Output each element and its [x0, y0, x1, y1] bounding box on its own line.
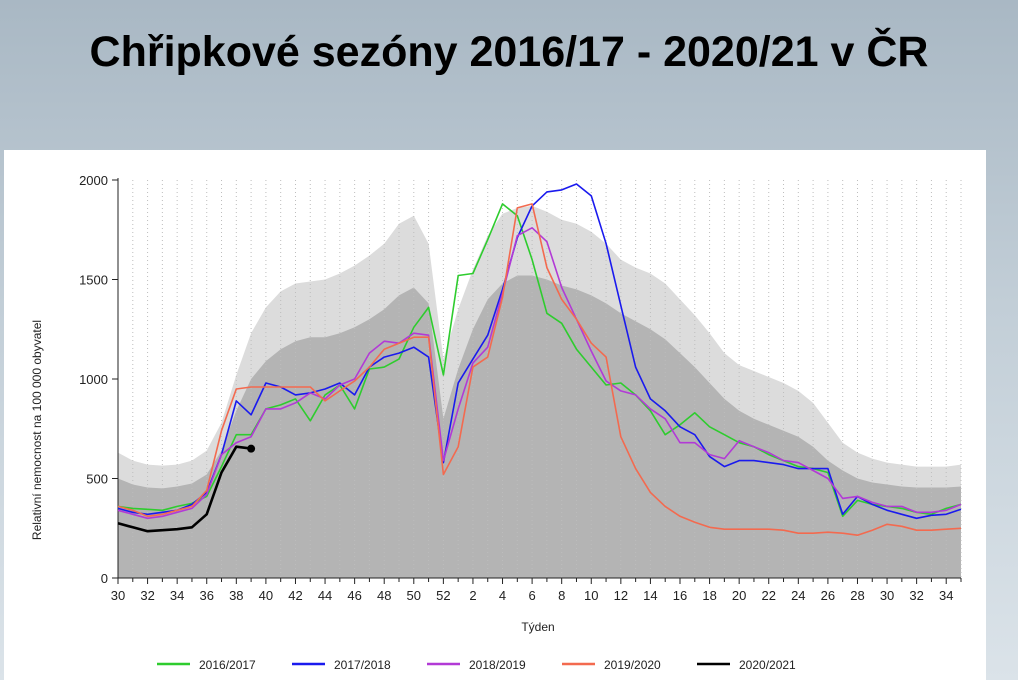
- x-axis: 30 32 34 36 38 40 42 44 46 48 50 52 2 4 6 8 10 12 14 16 18 20…: [111, 577, 962, 603]
- x-tick-label: 14: [643, 588, 657, 603]
- chart-container: 0 500 1000 1500 2000 30 32 34 36 38 40 42 44 46 48 50 5…: [4, 150, 986, 680]
- x-tick-label: 16: [673, 588, 687, 603]
- series-line-2017-2018: [117, 183, 962, 520]
- x-tick-label: 32: [909, 588, 923, 603]
- x-tick-label: 32: [140, 588, 154, 603]
- lower-band-area: [118, 275, 961, 578]
- x-tick-label: 20: [732, 588, 746, 603]
- x-tick-label: 34: [170, 588, 184, 603]
- x-tick-label: 44: [318, 588, 332, 603]
- x-tick-label: 50: [407, 588, 421, 603]
- x-tick-label: 46: [347, 588, 361, 603]
- x-tick-label: 30: [880, 588, 894, 603]
- x-tick-label: 40: [259, 588, 273, 603]
- x-axis-title: Týden: [521, 620, 554, 634]
- x-tick-label: 12: [614, 588, 628, 603]
- x-tick-label: 2: [469, 588, 476, 603]
- legend-label: 2020/2021: [739, 658, 796, 672]
- x-tick-label: 10: [584, 588, 598, 603]
- legend-label: 2017/2018: [334, 658, 391, 672]
- x-tick-label: 48: [377, 588, 391, 603]
- x-tick-label: 18: [702, 588, 716, 603]
- legend-label: 2018/2019: [469, 658, 526, 672]
- series-lines: [117, 183, 962, 537]
- x-tick-label: 22: [762, 588, 776, 603]
- series-line-2020-2021: [117, 445, 252, 533]
- legend-label: 2019/2020: [604, 658, 661, 672]
- historical-bands: [118, 205, 961, 578]
- x-tick-label: 4: [499, 588, 506, 603]
- x-tick-label: 42: [288, 588, 302, 603]
- x-tick-label: 36: [200, 588, 214, 603]
- x-tick-label: 28: [850, 588, 864, 603]
- x-tick-label: 30: [111, 588, 125, 603]
- series-line-2019-2020: [117, 203, 962, 537]
- y-tick-label: 1000: [79, 372, 108, 387]
- y-axis-title: Relativní nemocnost na 100 000 obyvatel: [30, 320, 44, 540]
- x-tick-label: 52: [436, 588, 450, 603]
- legend-label: 2016/2017: [199, 658, 256, 672]
- x-tick-label: 26: [821, 588, 835, 603]
- x-tick-label: 8: [558, 588, 565, 603]
- x-tick-label: 38: [229, 588, 243, 603]
- y-tick-label: 0: [101, 571, 108, 586]
- y-tick-label: 1500: [79, 273, 108, 288]
- y-tick-label: 2000: [79, 173, 108, 188]
- y-axis: 0 500 1000 1500 2000: [79, 173, 119, 586]
- y-tick-label: 500: [86, 472, 108, 487]
- current-week-marker: [247, 444, 256, 453]
- page-title: Chřipkové sezóny 2016/17 - 2020/21 v ČR: [89, 28, 929, 76]
- x-tick-label: 24: [791, 588, 805, 603]
- x-tick-label: 34: [939, 588, 953, 603]
- x-tick-label: 6: [528, 588, 535, 603]
- legend: 2016/2017 2017/2018 2018/2019 2019/2020 2020…: [157, 658, 796, 672]
